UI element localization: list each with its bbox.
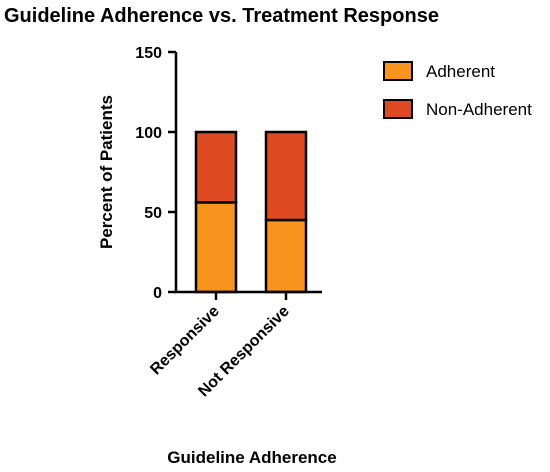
y-axis: 0 50 100 150	[135, 45, 178, 302]
legend-swatch	[383, 61, 413, 81]
bar-adherent-not-responsive	[264, 218, 308, 294]
y-axis-label: Percent of Patients	[97, 95, 116, 249]
x-tick-label: Responsive	[147, 303, 223, 379]
y-tick-label: 150	[135, 45, 162, 62]
y-tick-label: 0	[153, 285, 162, 302]
x-axis-label: Guideline Adherence	[167, 448, 336, 467]
bars	[194, 130, 308, 294]
y-tick-label: 100	[135, 125, 162, 142]
bar-non-adherent-responsive	[194, 130, 238, 204]
legend-swatch	[383, 99, 413, 119]
chart-title: Guideline Adherence vs. Treatment Respon…	[4, 5, 439, 27]
legend-label: Adherent	[426, 62, 495, 81]
bar-adherent-responsive	[194, 201, 238, 294]
legend-label: Non-Adherent	[426, 100, 532, 119]
legend: Adherent Non-Adherent	[383, 61, 532, 119]
bar-non-adherent-not-responsive	[264, 130, 308, 222]
y-tick-label: 50	[144, 205, 162, 222]
